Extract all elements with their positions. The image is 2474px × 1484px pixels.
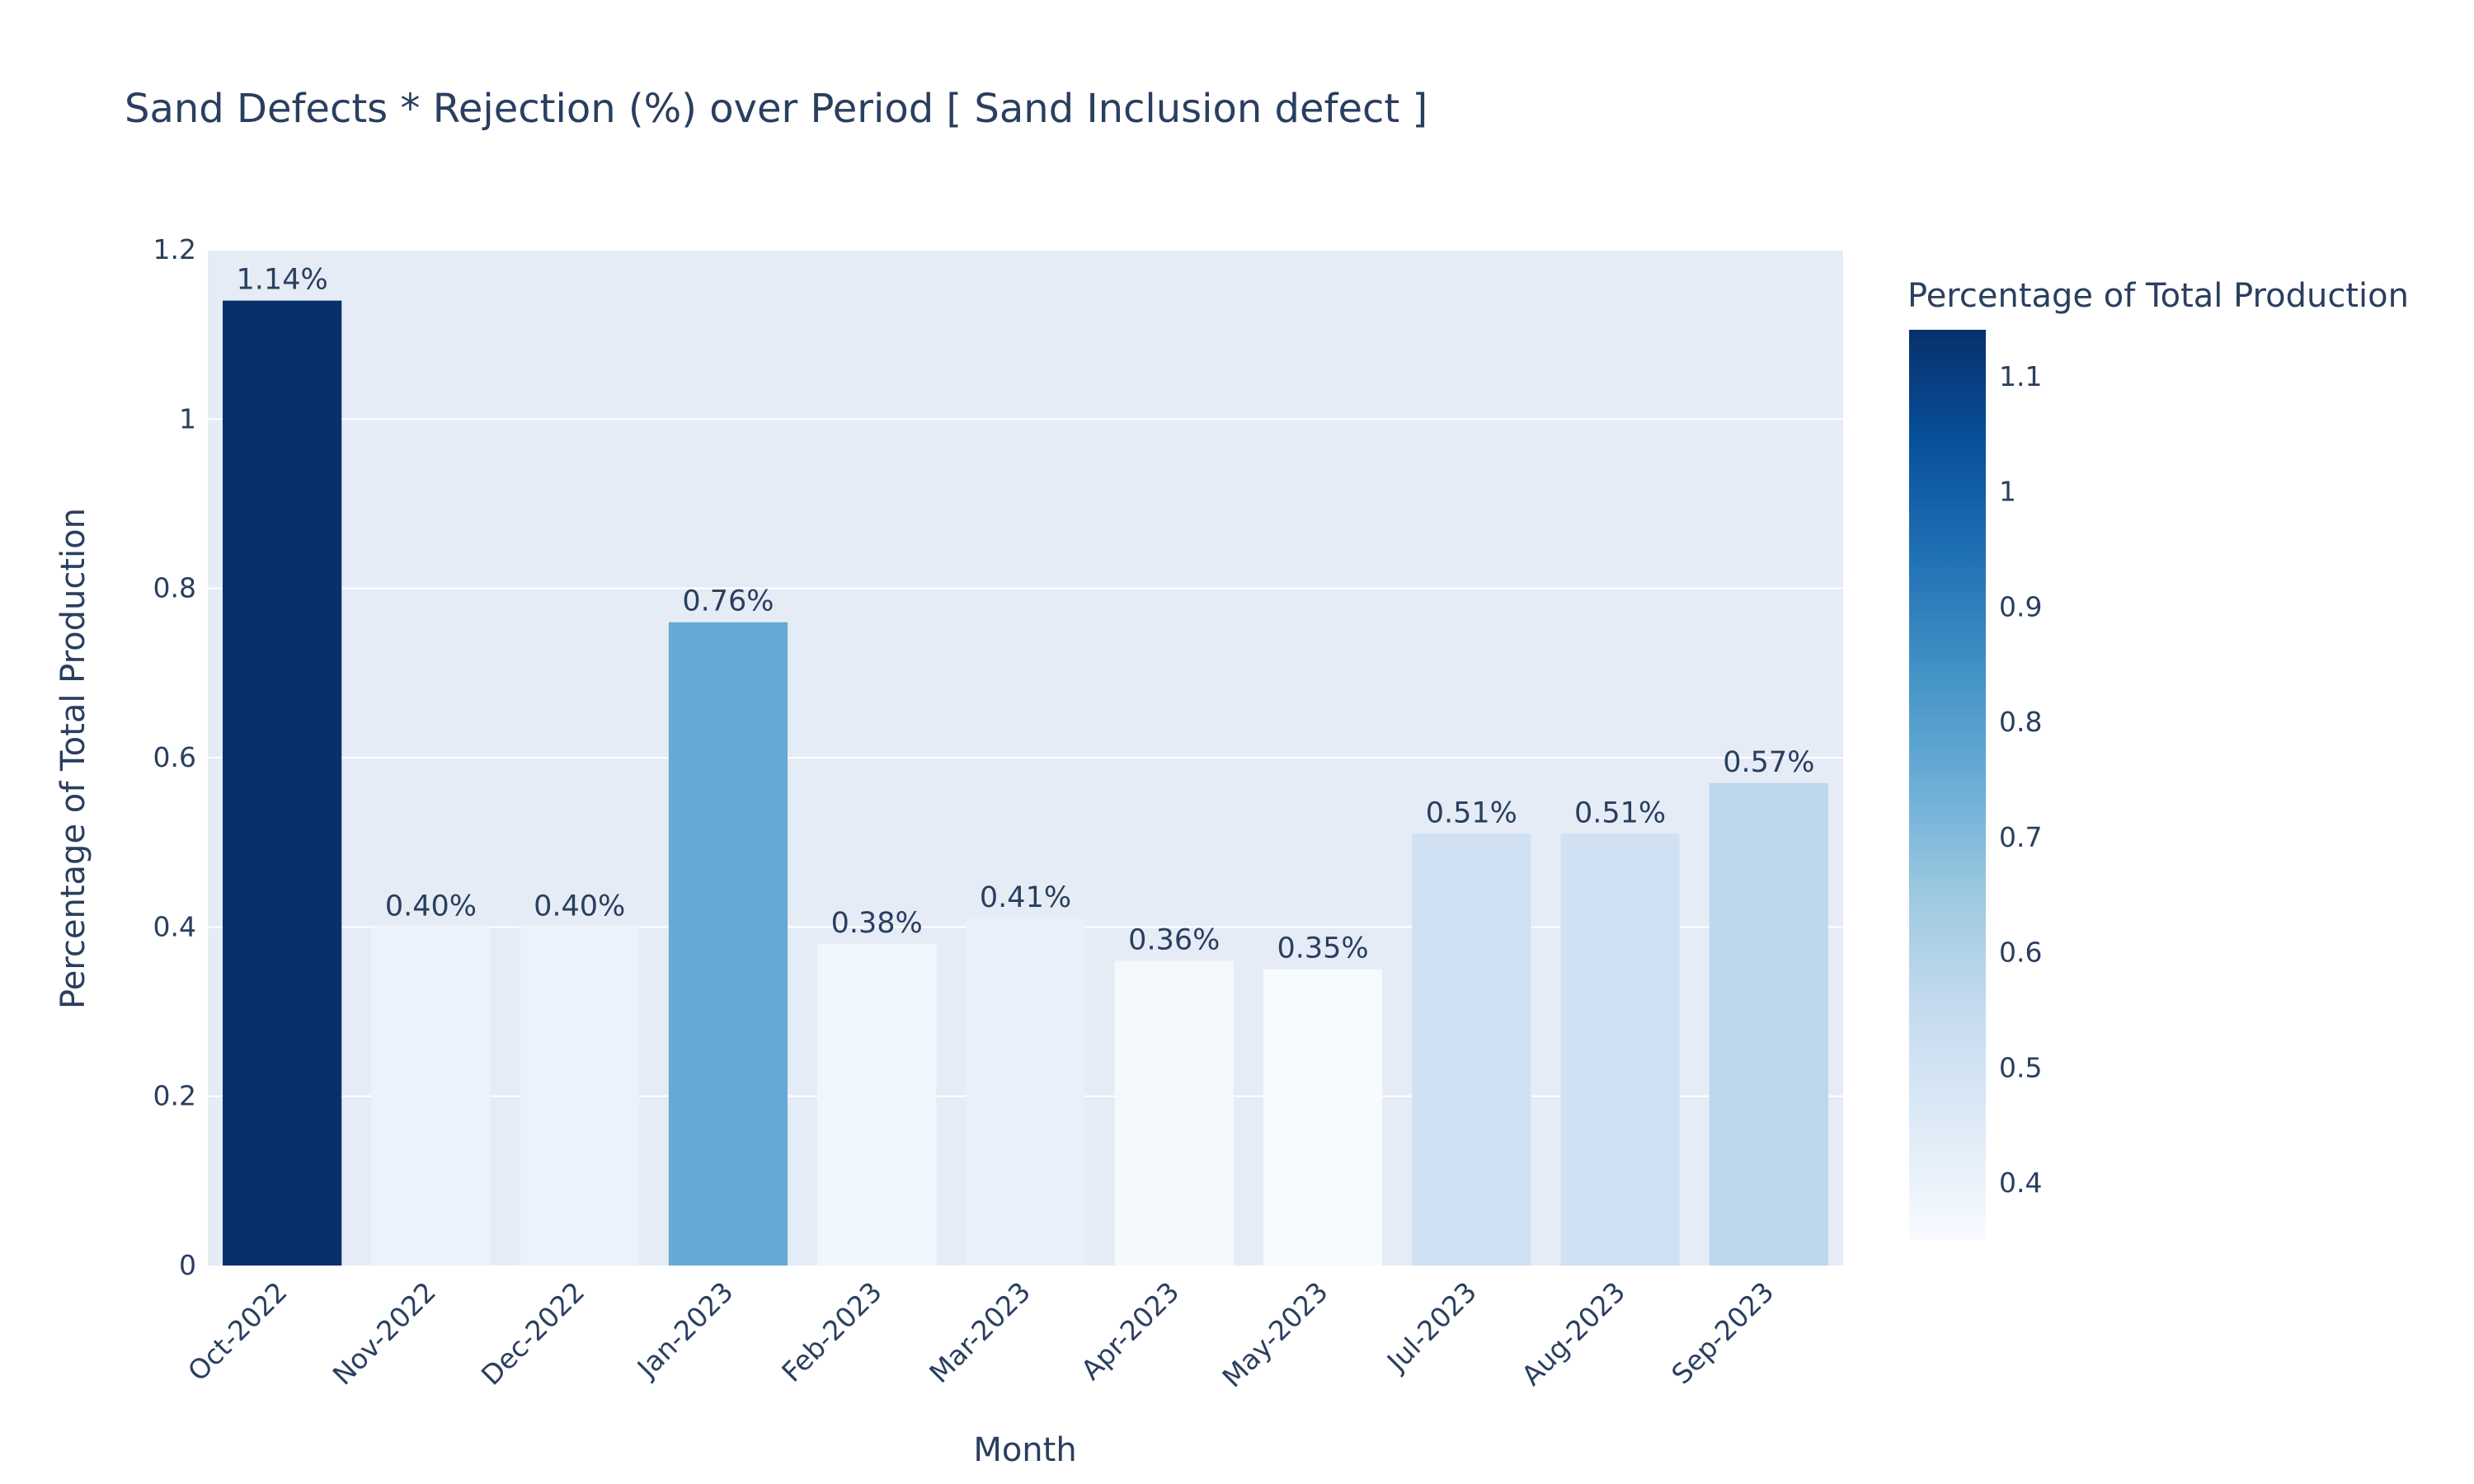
colorbar-tick-label: 0.9	[1999, 590, 2042, 622]
colorbar-tick-label: 0.8	[1999, 706, 2042, 738]
y-axis-ticks: 0 0.2 0.4 0.6 0.8 1 1.2	[153, 233, 196, 1281]
x-tick-label: Aug-2023	[1515, 1275, 1631, 1392]
y-tick-label: 0	[179, 1249, 196, 1281]
bar[interactable]	[668, 622, 788, 1266]
x-tick-label: Sep-2023	[1665, 1275, 1780, 1390]
x-axis-ticks: Oct-2022 Nov-2022 Dec-2022 Jan-2023 Feb-2023…	[181, 1275, 1780, 1393]
x-tick-label: Dec-2022	[475, 1275, 591, 1392]
chart-title: Sand Defects * Rejection (%) over Period…	[125, 86, 1427, 132]
bar-value-label: 0.40%	[385, 890, 477, 923]
x-tick-label: Feb-2023	[775, 1275, 888, 1388]
colorbar-tick-label: 0.5	[1999, 1051, 2042, 1083]
bars	[223, 300, 1828, 1266]
y-axis-title: Percentage of Total Production	[54, 508, 92, 1009]
bar-value-label: 0.51%	[1426, 796, 1517, 829]
x-tick-label: Apr-2023	[1075, 1275, 1185, 1386]
bar[interactable]	[371, 927, 491, 1266]
x-tick-label: Jul-2023	[1380, 1275, 1483, 1378]
colorbar-ticks: 0.4 0.5 0.6 0.7 0.8 0.9 1 1.1	[1999, 360, 2042, 1199]
bar-value-label: 0.36%	[1128, 923, 1220, 956]
bar-value-label: 0.41%	[980, 881, 1071, 914]
bar-value-label: 0.57%	[1723, 746, 1814, 779]
colorbar-tick-label: 0.6	[1999, 937, 2042, 969]
bar[interactable]	[966, 918, 1085, 1266]
bar[interactable]	[1412, 834, 1531, 1266]
x-tick-label: Nov-2022	[327, 1275, 442, 1391]
y-tick-label: 1.2	[153, 233, 196, 265]
bar[interactable]	[817, 943, 937, 1266]
x-tick-label: Oct-2022	[181, 1275, 294, 1388]
bar[interactable]	[223, 300, 342, 1266]
x-axis-title: Month	[973, 1431, 1076, 1469]
colorbar-title: Percentage of Total Production	[1907, 277, 2409, 315]
bar[interactable]	[520, 927, 639, 1266]
bar[interactable]	[1114, 960, 1234, 1266]
x-tick-label: Mar-2023	[923, 1275, 1037, 1389]
colorbar	[1909, 330, 1986, 1240]
y-tick-label: 0.8	[153, 572, 196, 604]
bar-value-label: 0.76%	[682, 585, 774, 618]
bar[interactable]	[1560, 834, 1680, 1266]
colorbar-tick-label: 0.7	[1999, 821, 2042, 853]
x-tick-label: May-2023	[1216, 1275, 1333, 1393]
bar-value-label: 0.51%	[1574, 796, 1666, 829]
bar-value-label: 0.35%	[1277, 932, 1368, 965]
y-tick-label: 0.6	[153, 741, 196, 773]
colorbar-tick-label: 1.1	[1999, 360, 2042, 392]
bar[interactable]	[1263, 969, 1383, 1266]
x-tick-label: Jan-2023	[630, 1275, 740, 1385]
colorbar-tick-label: 1	[1999, 476, 2016, 508]
y-tick-label: 0.4	[153, 910, 196, 942]
bar-value-label: 1.14%	[237, 264, 328, 297]
y-tick-label: 1	[179, 402, 196, 434]
bar-value-label: 0.40%	[534, 890, 625, 923]
bar-labels: 1.14% 0.40% 0.40% 0.76% 0.38% 0.41% 0.36% 0.35%…	[237, 264, 1815, 965]
bar[interactable]	[1709, 782, 1828, 1266]
y-tick-label: 0.2	[153, 1080, 196, 1112]
colorbar-tick-label: 0.4	[1999, 1167, 2042, 1199]
bar-value-label: 0.38%	[831, 907, 923, 940]
